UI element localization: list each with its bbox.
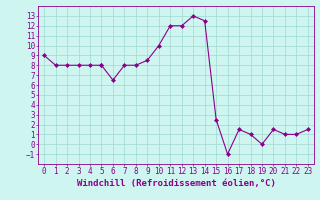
X-axis label: Windchill (Refroidissement éolien,°C): Windchill (Refroidissement éolien,°C) — [76, 179, 276, 188]
